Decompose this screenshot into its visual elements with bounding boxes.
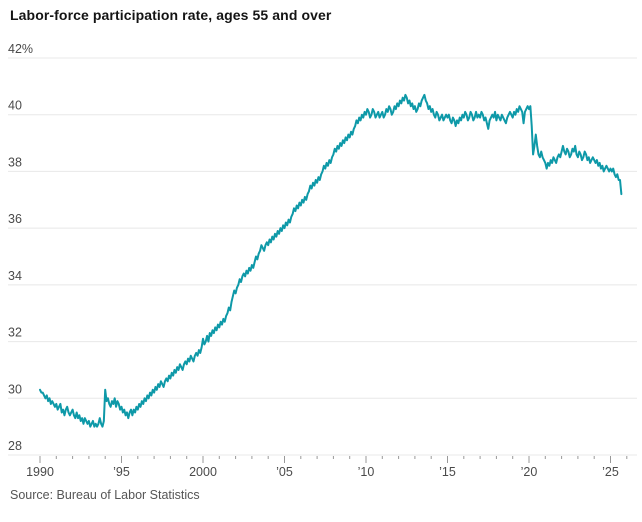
gridlines [8,57,637,456]
y-tick-label: 32 [8,326,22,340]
y-tick-label: 40 [8,99,22,113]
source-note: Source: Bureau of Labor Statistics [10,488,200,502]
x-tick-label: ’10 [358,465,375,479]
x-tick-label: ’95 [113,465,130,479]
y-axis-labels: 42% 40 38 36 34 32 30 28 [8,42,33,453]
x-tick-label: ’20 [521,465,538,479]
data-line [39,93,623,428]
chart-title: Labor-force participation rate, ages 55 … [10,7,332,23]
y-tick-label: 28 [8,439,22,453]
y-tick-label: 42% [8,42,33,56]
y-tick-label: 36 [8,212,22,226]
x-tick-label: 2000 [189,465,217,479]
y-tick-label: 38 [8,155,22,169]
y-tick-label: 30 [8,382,22,396]
y-tick-label: 34 [8,269,22,283]
x-tick-label: ’05 [276,465,293,479]
x-axis-labels: 1990 ’95 2000 ’05 ’10 ’15 ’20 ’25 [26,465,619,479]
x-tick-label: ’25 [602,465,619,479]
x-axis-ticks [39,456,628,463]
x-tick-label: ’15 [439,465,456,479]
x-tick-label: 1990 [26,465,54,479]
